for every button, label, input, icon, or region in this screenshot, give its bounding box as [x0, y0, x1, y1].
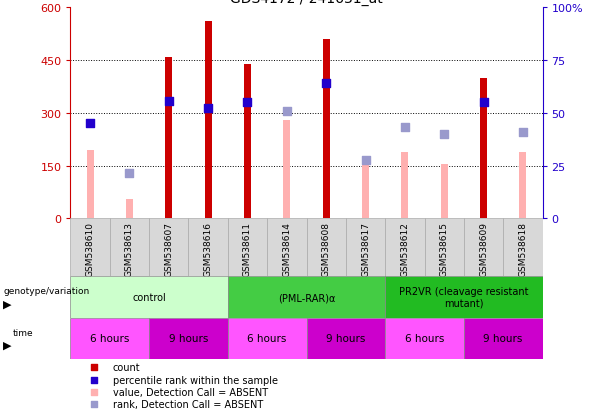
Point: [440, 131, 449, 138]
FancyBboxPatch shape: [267, 219, 306, 277]
Point: [89, 364, 99, 371]
FancyBboxPatch shape: [110, 219, 149, 277]
Text: genotype/variation: genotype/variation: [3, 287, 89, 296]
Bar: [244, 64, 251, 219]
Text: GSM538615: GSM538615: [440, 222, 449, 277]
FancyBboxPatch shape: [149, 219, 189, 277]
Text: 6 hours: 6 hours: [90, 334, 129, 344]
FancyBboxPatch shape: [503, 219, 543, 277]
Point: [321, 81, 331, 87]
Bar: [126, 199, 133, 219]
Bar: [402, 152, 408, 219]
FancyBboxPatch shape: [189, 219, 228, 277]
Point: [518, 130, 528, 136]
Text: (PML-RAR)α: (PML-RAR)α: [278, 292, 335, 302]
Text: 9 hours: 9 hours: [169, 334, 208, 344]
Bar: [166, 57, 172, 219]
Text: GSM538612: GSM538612: [400, 222, 409, 277]
FancyBboxPatch shape: [306, 318, 385, 359]
Text: ▶: ▶: [3, 299, 12, 309]
Text: ▶: ▶: [3, 340, 12, 350]
Text: GSM538617: GSM538617: [361, 222, 370, 277]
Text: GSM538614: GSM538614: [283, 222, 291, 277]
FancyBboxPatch shape: [228, 318, 306, 359]
FancyBboxPatch shape: [346, 219, 385, 277]
FancyBboxPatch shape: [385, 219, 424, 277]
FancyBboxPatch shape: [385, 277, 543, 318]
Text: 9 hours: 9 hours: [484, 334, 523, 344]
Text: PR2VR (cleavage resistant
mutant): PR2VR (cleavage resistant mutant): [399, 287, 528, 308]
Text: GSM538611: GSM538611: [243, 222, 252, 277]
Text: value, Detection Call = ABSENT: value, Detection Call = ABSENT: [113, 387, 268, 397]
Text: control: control: [132, 292, 166, 302]
FancyBboxPatch shape: [464, 219, 503, 277]
Text: 6 hours: 6 hours: [405, 334, 444, 344]
Point: [89, 376, 99, 383]
Point: [85, 121, 95, 127]
Text: GSM538607: GSM538607: [164, 222, 173, 277]
Text: time: time: [12, 328, 33, 337]
FancyBboxPatch shape: [464, 318, 543, 359]
Text: 9 hours: 9 hours: [326, 334, 365, 344]
Bar: [480, 78, 487, 219]
Bar: [283, 121, 291, 219]
FancyBboxPatch shape: [70, 219, 110, 277]
Text: GSM538618: GSM538618: [519, 222, 527, 277]
Bar: [322, 40, 330, 219]
FancyBboxPatch shape: [70, 318, 149, 359]
Text: percentile rank within the sample: percentile rank within the sample: [113, 375, 278, 385]
Point: [400, 124, 409, 131]
Bar: [441, 164, 447, 219]
Point: [282, 109, 292, 115]
Text: count: count: [113, 362, 140, 373]
FancyBboxPatch shape: [70, 277, 228, 318]
Point: [243, 100, 253, 107]
Text: GSM538608: GSM538608: [322, 222, 330, 277]
Point: [204, 105, 213, 112]
Bar: [86, 150, 94, 219]
Bar: [519, 152, 527, 219]
FancyBboxPatch shape: [149, 318, 228, 359]
Point: [124, 170, 134, 177]
Text: GSM538610: GSM538610: [86, 222, 94, 277]
Title: GDS4172 / 241631_at: GDS4172 / 241631_at: [230, 0, 383, 6]
Text: GSM538613: GSM538613: [125, 222, 134, 277]
Text: GSM538609: GSM538609: [479, 222, 488, 277]
Text: 6 hours: 6 hours: [248, 334, 287, 344]
Text: rank, Detection Call = ABSENT: rank, Detection Call = ABSENT: [113, 399, 263, 409]
Point: [360, 158, 370, 164]
FancyBboxPatch shape: [228, 277, 385, 318]
Bar: [362, 164, 369, 219]
FancyBboxPatch shape: [385, 318, 464, 359]
FancyBboxPatch shape: [228, 219, 267, 277]
Point: [89, 401, 99, 408]
Point: [164, 98, 173, 104]
Point: [89, 389, 99, 395]
Bar: [205, 22, 211, 219]
FancyBboxPatch shape: [306, 219, 346, 277]
Text: GSM538616: GSM538616: [204, 222, 213, 277]
FancyBboxPatch shape: [424, 219, 464, 277]
Point: [479, 100, 489, 107]
